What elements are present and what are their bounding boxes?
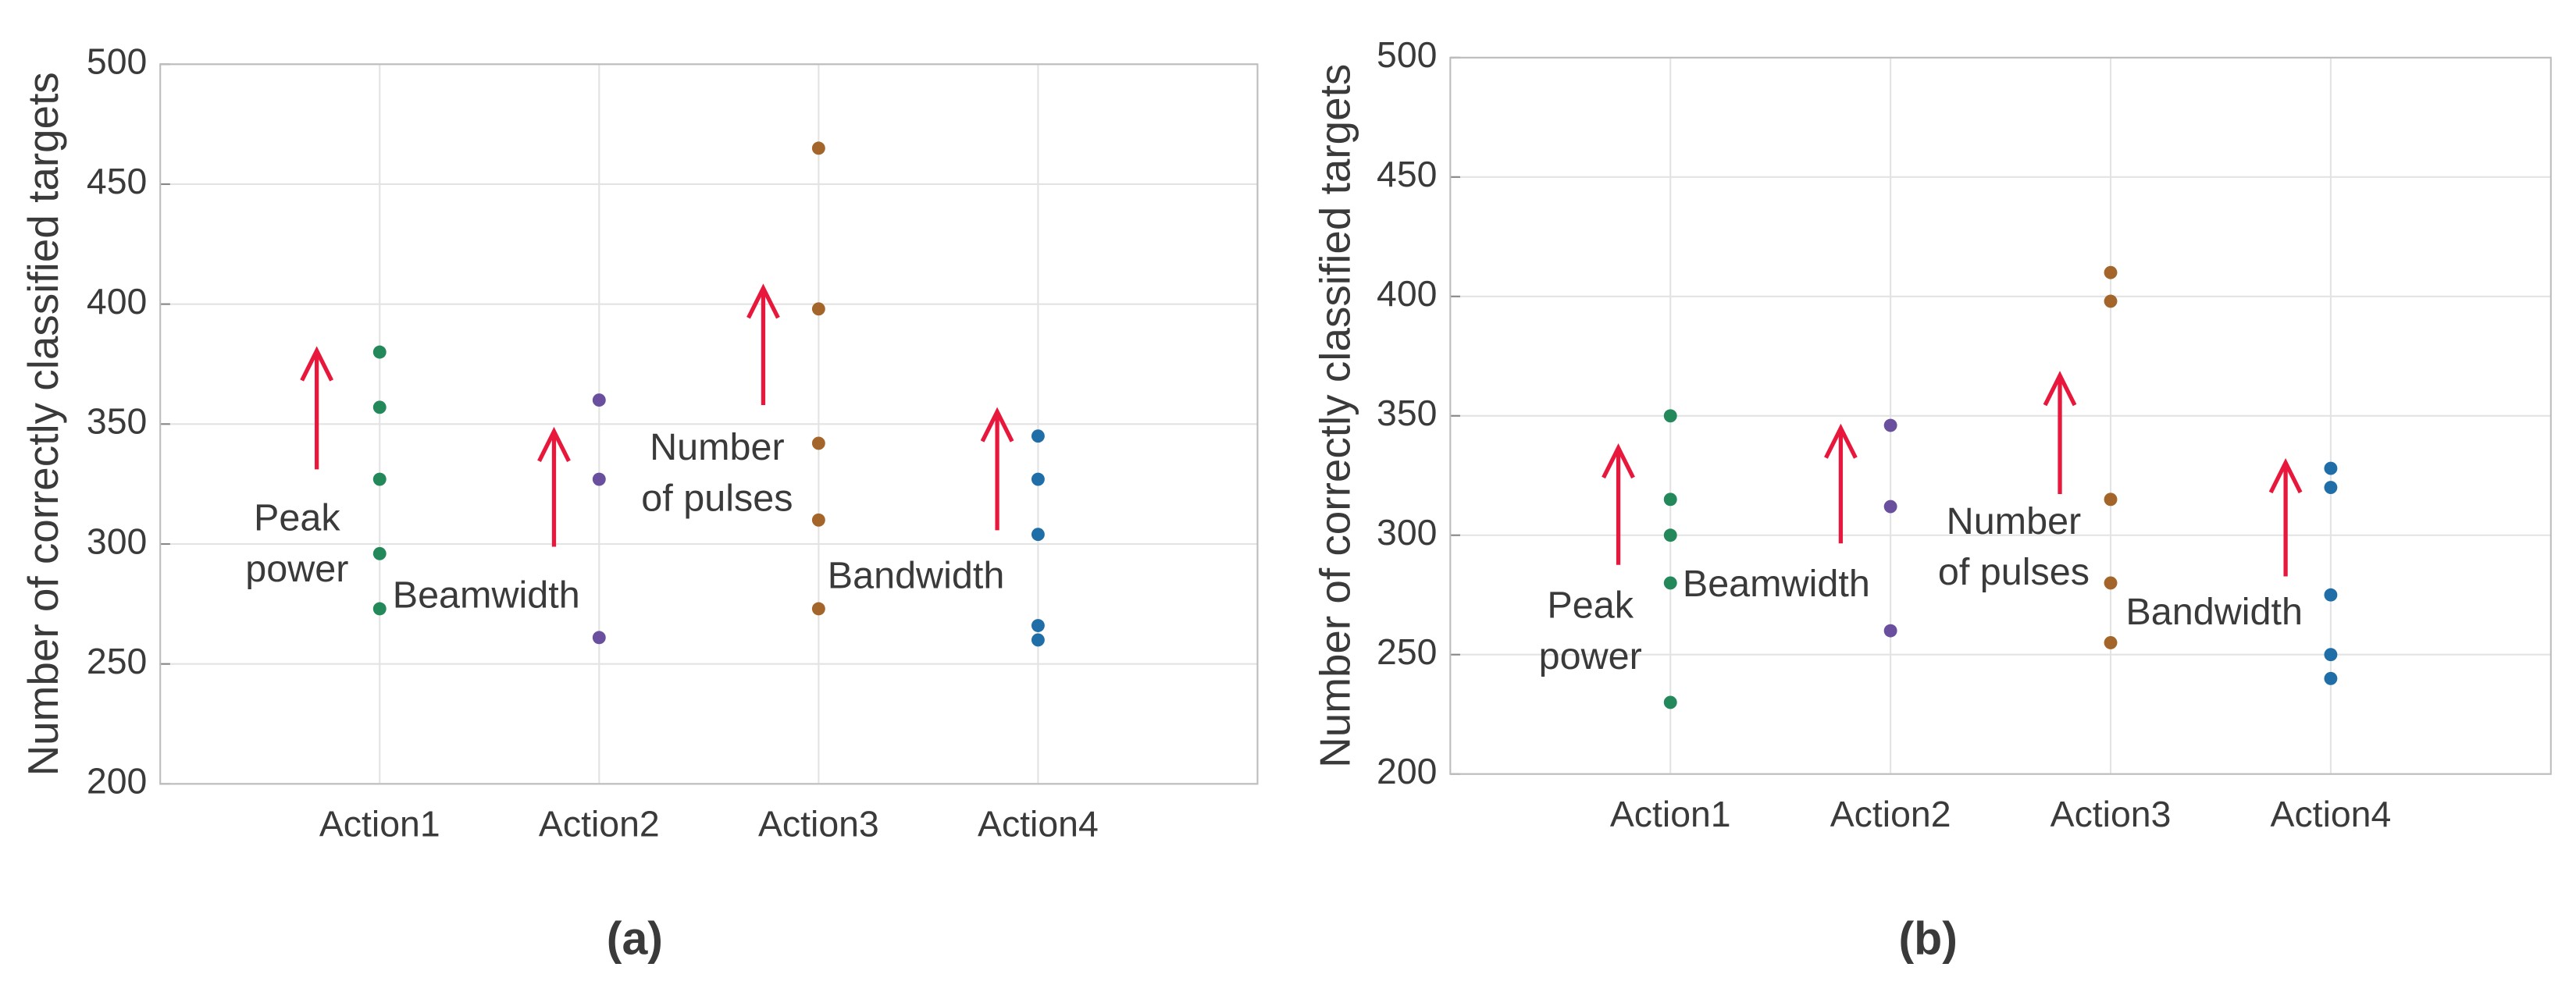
y-tick-label: 400: [1377, 273, 1437, 314]
annotation: Number: [650, 426, 785, 468]
data-point: [1031, 633, 1045, 647]
x-tick-label: Action4: [978, 803, 1099, 844]
annotation: of pulses: [641, 477, 793, 519]
data-point: [372, 546, 387, 560]
arrow-head: [2043, 371, 2077, 407]
y-tick-label: 300: [87, 521, 147, 561]
x-tick-label: Action1: [1610, 794, 1731, 834]
caption: (b): [1899, 913, 1958, 965]
data-point: [811, 302, 825, 316]
x-tick-label: Action2: [1830, 794, 1951, 834]
data-point: [1031, 528, 1045, 542]
caption: (a): [607, 913, 663, 965]
data-point: [811, 141, 825, 155]
data-point: [2324, 588, 2338, 602]
data-point: [1663, 528, 1677, 542]
annotation: Peak: [254, 497, 340, 539]
data-point: [1031, 472, 1045, 486]
y-tick-label: 250: [1377, 631, 1437, 672]
data-point: [2324, 461, 2338, 475]
annotation: power: [1539, 635, 1642, 677]
y-tick-label: 200: [87, 761, 147, 802]
annotation: Beamwidth: [1683, 563, 1870, 605]
data-point: [811, 513, 825, 527]
annotation: Number: [1947, 500, 2082, 542]
arrow-head: [2268, 458, 2303, 494]
data-point: [592, 631, 606, 645]
data-point: [2104, 294, 2118, 308]
x-tick-label: Action3: [758, 803, 879, 844]
y-tick-label: 500: [87, 41, 147, 82]
data-point: [1663, 409, 1677, 423]
data-point: [2324, 671, 2338, 685]
data-point: [1883, 500, 1897, 514]
annotation: of pulses: [1938, 551, 2090, 593]
annotation: Bandwidth: [2125, 591, 2303, 633]
data-point: [2104, 576, 2118, 590]
data-point: [1663, 695, 1677, 709]
data-point: [372, 345, 387, 359]
data-point: [1031, 619, 1045, 632]
arrow-head: [1824, 423, 1858, 459]
annotation: Beamwidth: [393, 574, 580, 617]
data-point: [811, 602, 825, 616]
data-point: [2324, 648, 2338, 662]
x-tick-label: Action3: [2050, 794, 2172, 834]
data-point: [2324, 481, 2338, 494]
data-point: [1663, 576, 1677, 590]
x-tick-label: Action2: [539, 803, 660, 844]
arrow-head: [980, 407, 1014, 443]
x-tick-label: Action4: [2271, 794, 2392, 834]
data-point: [1883, 624, 1897, 638]
data-point: [592, 393, 606, 407]
y-tick-label: 400: [87, 281, 147, 322]
y-tick-label: 350: [1377, 393, 1437, 433]
data-point: [1883, 418, 1897, 432]
x-tick-label: Action1: [319, 803, 440, 844]
data-point: [372, 400, 387, 414]
data-point: [2104, 635, 2118, 649]
arrow-head: [300, 346, 334, 382]
data-point: [1663, 492, 1677, 507]
annotation: Bandwidth: [828, 554, 1005, 596]
y-tick-label: 200: [1377, 751, 1437, 791]
chart: 200 250 300 350 400 450 500 Action1 Action2 Actio…: [19, 41, 1259, 965]
y-tick-label: 450: [87, 161, 147, 201]
data-point: [2104, 265, 2118, 279]
chart: 200 250 300 350 400 450 500 Action1 Action2 Actio…: [1310, 34, 2552, 965]
y-axis-label: Number of correctly classified targets: [1310, 64, 1359, 768]
arrow-head: [746, 283, 780, 319]
annotation: Peak: [1547, 584, 1634, 626]
y-tick-label: 300: [1377, 512, 1437, 553]
y-axis-label: Number of correctly classified targets: [19, 72, 67, 776]
data-point: [372, 602, 387, 616]
arrow-head: [1602, 443, 1635, 479]
axes-box: [1449, 56, 2552, 775]
data-point: [592, 472, 606, 486]
data-point: [811, 436, 825, 450]
y-tick-label: 500: [1377, 34, 1437, 75]
y-tick-label: 450: [1377, 154, 1437, 194]
annotation: power: [245, 548, 348, 590]
y-tick-label: 350: [87, 401, 147, 442]
axes-box: [159, 63, 1259, 785]
data-point: [372, 472, 387, 486]
y-tick-label: 250: [87, 641, 147, 681]
arrow-head: [537, 426, 571, 462]
data-point: [1031, 429, 1045, 443]
data-point: [2104, 492, 2118, 507]
